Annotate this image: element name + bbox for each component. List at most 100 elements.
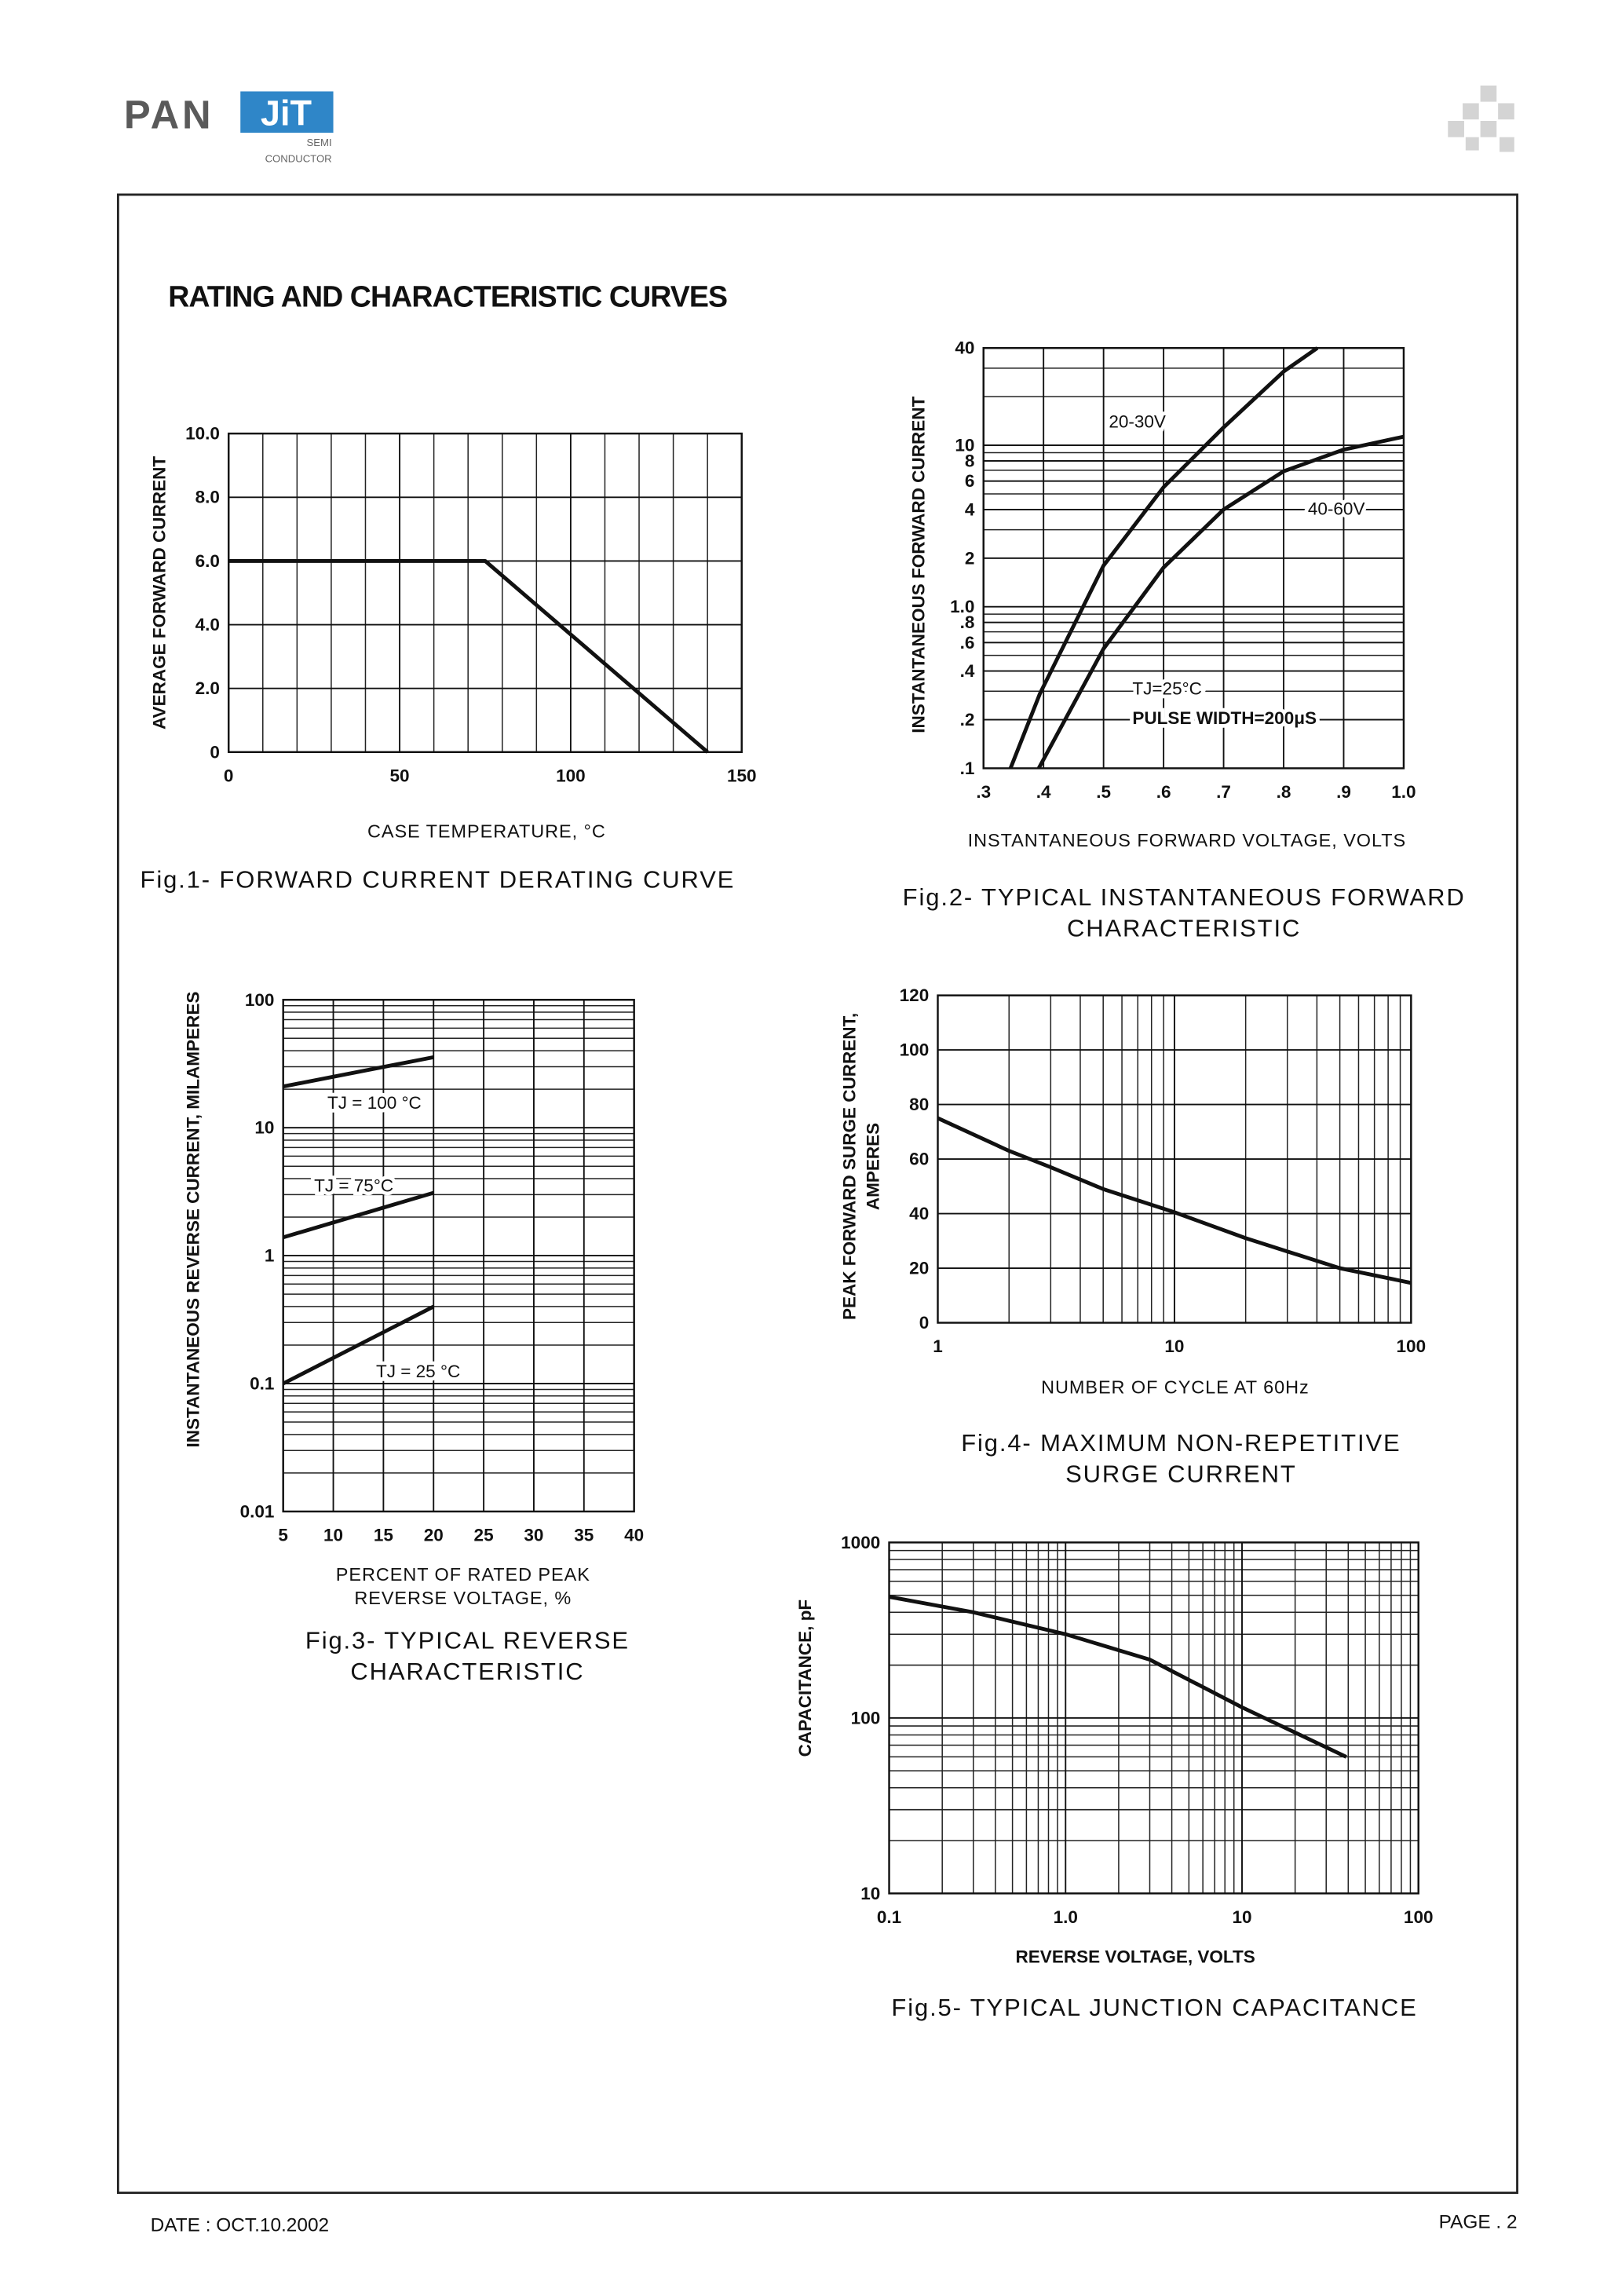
figure-caption: Fig.5- TYPICAL JUNCTION CAPACITANCE [891, 1994, 1417, 2021]
y-tick-label: 2 [965, 548, 975, 568]
chart: .3.4.5.6.7.8.9 1.0.1.2.4.6.81.02468104020… [903, 338, 1466, 942]
x-tick-label: 100 [1404, 1907, 1434, 1927]
plot-frame [937, 994, 1412, 1324]
y-tick-label: 40 [909, 1204, 929, 1223]
y-tick-label: 8 [965, 451, 975, 470]
series-label: 20-30V [1109, 412, 1166, 432]
y-tick-label: .1 [960, 759, 975, 778]
y-tick-label: .4 [960, 661, 975, 681]
logo-sub: SEMI [307, 137, 332, 148]
series-label: TJ = 25 °C [376, 1362, 460, 1381]
x-tick-label: 100 [1397, 1336, 1427, 1356]
x-tick-label: 150 [727, 766, 757, 785]
figure-caption: CHARACTERISTIC [350, 1658, 584, 1685]
plot-frame [282, 999, 635, 1513]
plot-frame [888, 1541, 1419, 1895]
y-tick-label: 10.0 [185, 424, 220, 444]
x-tick-label: 1.0 [1391, 782, 1416, 802]
y-tick-label: .2 [960, 710, 975, 729]
data-line [283, 1055, 434, 1089]
y-tick-label: 0.01 [240, 1501, 275, 1521]
y-tick-label: 120 [900, 985, 930, 1005]
figure-caption: CHARACTERISTIC [1067, 915, 1301, 942]
y-tick-label: .8 [960, 612, 975, 632]
x-tick-label: 20 [424, 1525, 444, 1545]
y-axis-label: INSTANTANEOUS REVERSE CURRENT, MILAMPERE… [184, 992, 203, 1448]
logo-text: PAN [124, 92, 214, 137]
x-tick-label: .4 [1036, 782, 1051, 802]
y-tick-label: 6 [965, 471, 975, 491]
x-tick-label: 100 [556, 766, 586, 785]
y-tick-label: 2.0 [195, 678, 220, 698]
series-label: 40-60V [1308, 499, 1365, 518]
chart: 5 10 15 20 25 30 35 40 0.01 0.1 1 10 100 TJ = 100 °C T… [184, 990, 645, 1685]
data-line [1036, 434, 1405, 770]
x-tick-label: .8 [1277, 782, 1291, 802]
y-tick-label: 0.1 [250, 1374, 274, 1394]
corner-pattern [1448, 85, 1514, 152]
series-label: TJ = 75°C [314, 1175, 393, 1195]
x-axis-label: NUMBER OF CYCLE AT 60Hz [1041, 1377, 1310, 1398]
x-axis-label: CASE TEMPERATURE, °C [367, 821, 606, 842]
x-tick-label: .9 [1336, 782, 1351, 802]
x-axis-label: REVERSE VOLTAGE, % [354, 1588, 572, 1608]
x-axis-label: REVERSE VOLTAGE, VOLTS [1016, 1947, 1255, 1967]
footer-date: DATE : OCT.10.2002 [151, 2214, 329, 2236]
y-tick-label: 4 [965, 499, 975, 519]
y-tick-label: 4.0 [195, 615, 220, 634]
y-axis-label: INSTANTANEOUS FORWARD CURRENT [909, 397, 929, 733]
figure-caption: Fig.2- TYPICAL INSTANTANEOUS FORWARD [903, 883, 1466, 911]
y-tick-label: 6.0 [195, 551, 220, 571]
y-tick-label: 10 [254, 1118, 274, 1138]
x-tick-label: 0 [224, 766, 234, 785]
y-axis-label: AVERAGE FORWARD CURRENT [149, 456, 169, 729]
y-tick-label: 20 [909, 1259, 929, 1278]
plot-frame [982, 346, 1405, 770]
y-axis-label: CAPACITANCE, pF [795, 1600, 815, 1757]
figure-caption: Fig.1- FORWARD CURRENT DERATING CURVE [141, 866, 736, 894]
logo: PAN JiT SEMI CONDUCTOR [124, 91, 334, 165]
y-tick-label: 1 [265, 1246, 275, 1266]
x-tick-label: 1.0 [1054, 1907, 1078, 1927]
chart: 0.1 1.0 10 100 10 100 1000 REVERSE VOLTAGE, VOL… [795, 1533, 1434, 2021]
y-tick-label: 60 [909, 1150, 929, 1169]
x-tick-label: 10 [323, 1525, 343, 1545]
y-tick-label: .6 [960, 633, 975, 653]
x-tick-label: .5 [1096, 782, 1111, 802]
x-tick-label: 35 [574, 1525, 594, 1545]
annotation: TJ=25°C [1132, 679, 1201, 699]
y-tick-label: 1000 [841, 1533, 880, 1552]
x-tick-label: .3 [976, 782, 991, 802]
x-tick-label: 40 [624, 1525, 644, 1545]
footer-page: PAGE . 2 [1439, 2212, 1518, 2233]
y-tick-label: 40 [955, 338, 974, 358]
data-line [282, 1190, 434, 1240]
chart: 0 50 100 150 0 2.0 4.0 6.0 8.0 10.0 CASE TEMPERATU… [141, 424, 757, 894]
x-tick-label: 25 [474, 1525, 494, 1545]
y-tick-label: 1.0 [950, 597, 974, 616]
figure-caption: Fig.3- TYPICAL REVERSE [305, 1627, 630, 1654]
x-tick-label: 30 [524, 1525, 543, 1545]
x-tick-label: 10 [1232, 1907, 1251, 1927]
chart: 1 10 100 0 20 40 60 80 100 120 NUMBER OF CYCLE AT … [839, 985, 1426, 1487]
x-tick-label: 15 [374, 1525, 393, 1545]
data-line [889, 1595, 1347, 1759]
x-tick-label: 5 [278, 1525, 288, 1545]
logo-text: JiT [261, 93, 312, 133]
y-tick-label: 8.0 [195, 488, 220, 507]
y-tick-label: 10 [860, 1884, 880, 1903]
y-tick-label: 10 [955, 436, 974, 455]
x-axis-label: PERCENT OF RATED PEAK [336, 1564, 590, 1585]
x-axis-label: INSTANTANEOUS FORWARD VOLTAGE, VOLTS [968, 830, 1406, 850]
annotation: PULSE WIDTH=200μS [1132, 708, 1317, 728]
x-tick-label: .6 [1156, 782, 1171, 802]
data-line [1008, 346, 1319, 770]
logo-box [240, 91, 334, 133]
data-line [228, 558, 709, 754]
x-tick-label: 0.1 [877, 1907, 901, 1927]
data-line [282, 1304, 435, 1386]
